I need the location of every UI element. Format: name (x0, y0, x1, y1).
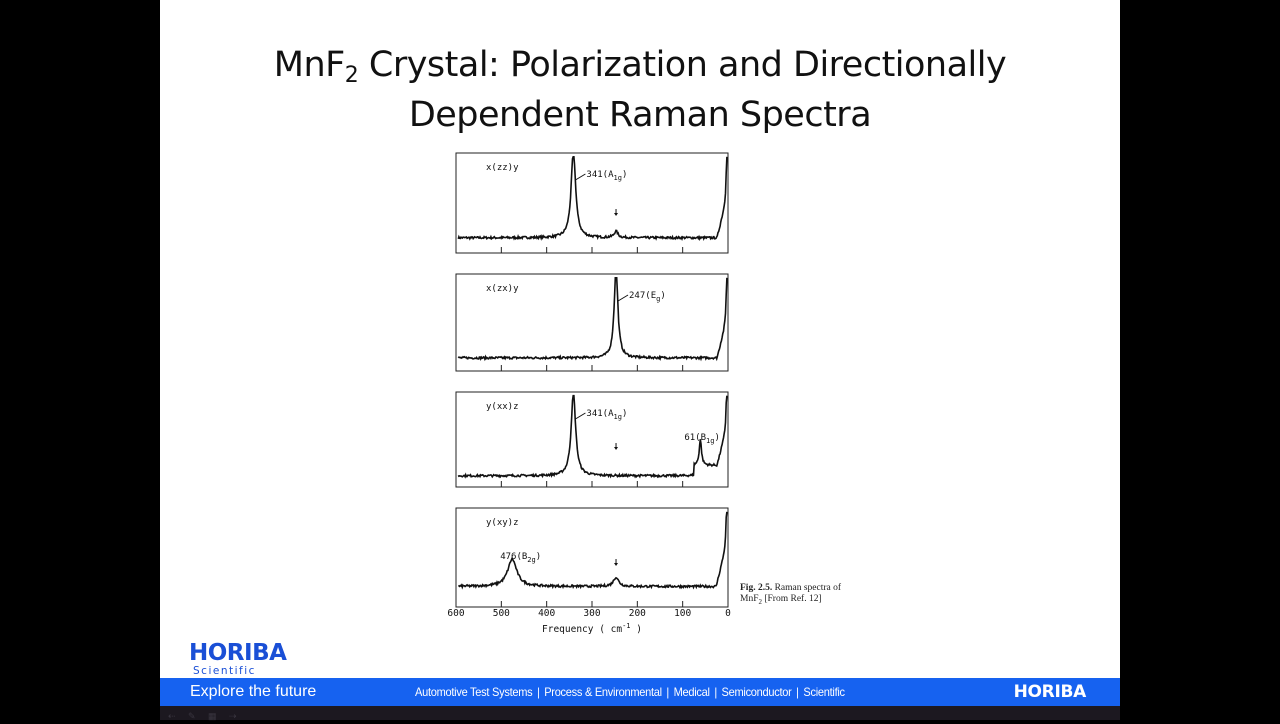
panel-label: x(zx)y (486, 284, 519, 294)
caption-text: Raman spectra of (772, 583, 842, 593)
slide: MnF2 Crystal: Polarization and Direction… (160, 0, 1120, 721)
x-tick-label: 0 (725, 608, 731, 619)
spectrum-panel: y(xx)z 341(A1g) 61(B1g) (455, 391, 729, 488)
footer-bar: Explore the future Automotive Test Syste… (160, 678, 1120, 706)
x-tick-label: 200 (629, 608, 646, 619)
tagline: Explore the future (190, 683, 317, 700)
division-item: Semiconductor (721, 685, 792, 699)
spectrum-panel: y(xy)z 476(B2g) (455, 507, 729, 608)
title-text-line1: Crystal: Polarization and Directionally (358, 45, 1007, 85)
division-list: Automotive Test Systems | Process & Enviro… (415, 685, 845, 699)
division-item: Process & Environmental (544, 685, 662, 699)
footer-logo: HORIBA (1013, 682, 1087, 702)
prev-icon[interactable]: ⇠ (168, 711, 176, 721)
spectrum-panel: x(zz)y 341(A1g) (455, 152, 729, 254)
peak-label: 341(A1g) (586, 409, 627, 421)
peak-label: 476(B2g) (500, 552, 541, 564)
logo-text: HORIBA (189, 640, 287, 666)
figure-caption: Fig. 2.5. Raman spectra of MnF2 [From Re… (740, 583, 880, 608)
spectrum-line (457, 156, 728, 242)
x-tick-label: 500 (493, 608, 510, 619)
spectrum-line (458, 511, 728, 590)
logo-subtext: Scientific (193, 665, 256, 677)
caption-text: [From Ref. 12] (761, 594, 822, 604)
raman-spectra-figure: x(zz)y 341(A1g) x(zx)y 247(Eg) y(xx)z 341(A1g… (447, 152, 731, 635)
caption-sub: 2 (758, 597, 762, 606)
title-text-line2: Dependent Raman Spectra (408, 95, 872, 135)
peak-label: 247(Eg) (629, 291, 666, 303)
division-item: Medical (673, 685, 710, 699)
division-item: Scientific (803, 685, 845, 699)
caption-label: Fig. 2.5. (740, 583, 773, 593)
title-subscript: 2 (344, 63, 359, 88)
slideshow-controls: ⇠ ✎ ▦ ⇢ (160, 706, 1120, 721)
panel-label: y(xx)z (486, 402, 519, 412)
title-text: MnF (273, 45, 346, 85)
peak-label: 341(A1g) (586, 170, 627, 182)
next-icon[interactable]: ⇢ (228, 711, 237, 721)
x-tick-label: 100 (674, 608, 691, 619)
spectrum-panel: x(zx)y 247(Eg) (455, 273, 729, 372)
spectrum-line (457, 276, 728, 362)
x-axis-label: Frequency ( cm-1 ) (542, 622, 642, 635)
panel-label: x(zz)y (486, 163, 519, 173)
caption-text: MnF (740, 594, 759, 604)
x-tick-label: 300 (583, 608, 600, 619)
x-tick-label: 400 (538, 608, 555, 619)
slides-icon[interactable]: ▦ (208, 711, 217, 721)
peak-label: 61(B1g) (684, 433, 720, 445)
horiba-scientific-logo: HORIBA Scientific (189, 640, 287, 677)
spectrum-line (457, 394, 728, 479)
slide-title: MnF2 Crystal: Polarization and Direction… (160, 40, 1120, 140)
x-tick-label: 600 (447, 608, 464, 619)
panel-label: y(xy)z (486, 518, 519, 528)
division-item: Automotive Test Systems (415, 685, 533, 699)
pen-icon[interactable]: ✎ (188, 711, 196, 721)
